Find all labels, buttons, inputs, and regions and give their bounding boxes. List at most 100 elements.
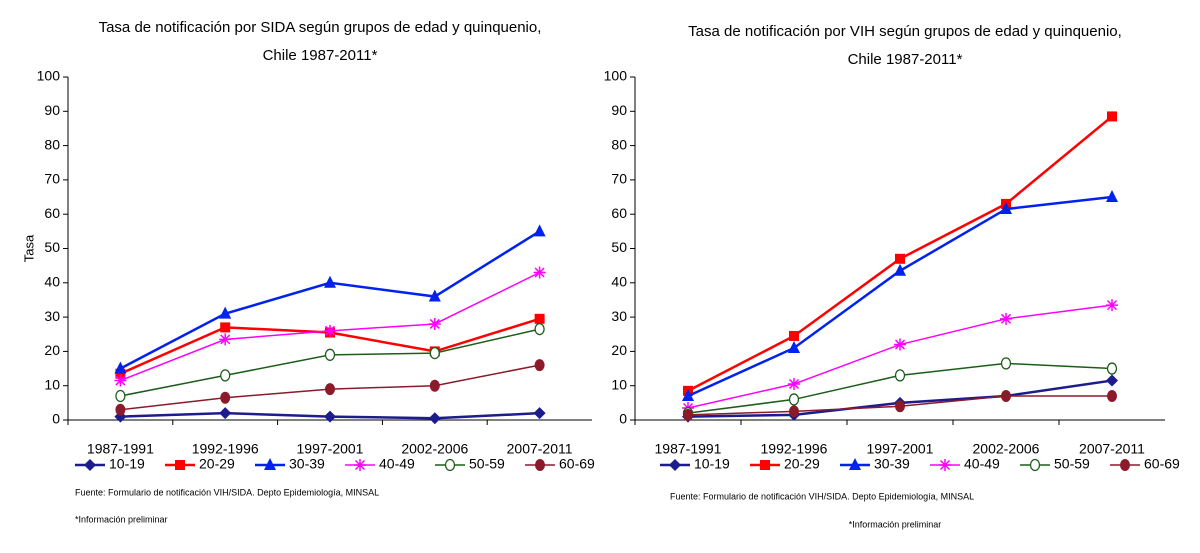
y-tick-label: 70 xyxy=(44,171,60,187)
y-tick-label: 10 xyxy=(611,376,627,392)
marker xyxy=(428,412,441,425)
marker xyxy=(1106,299,1118,312)
marker xyxy=(219,407,232,420)
marker xyxy=(533,407,546,420)
marker xyxy=(428,289,441,302)
marker xyxy=(849,458,861,470)
y-tick-label: 60 xyxy=(44,205,60,221)
legend-label: 50-59 xyxy=(1054,456,1090,472)
marker xyxy=(1107,389,1117,402)
marker xyxy=(894,369,906,382)
marker xyxy=(682,388,694,401)
chart-title: Chile 1987-2011* xyxy=(848,51,963,68)
line-chart: Tasa de notificación por VIH según grupo… xyxy=(604,23,1180,529)
marker xyxy=(429,346,440,360)
marker xyxy=(535,459,545,471)
marker xyxy=(220,322,231,333)
legend-label: 60-69 xyxy=(1144,456,1180,472)
y-tick-label: 80 xyxy=(44,136,60,152)
legend-label: 30-39 xyxy=(874,456,910,472)
marker xyxy=(760,460,770,470)
legend-label: 50-59 xyxy=(469,456,505,472)
marker xyxy=(114,374,127,387)
x-tick-label: 1987-1991 xyxy=(655,441,722,457)
marker xyxy=(264,458,276,470)
marker xyxy=(115,389,126,403)
x-tick-label: 2002-2006 xyxy=(973,441,1040,457)
x-tick-label: 1992-1996 xyxy=(192,441,259,457)
legend-label: 60-69 xyxy=(559,456,595,472)
series-line xyxy=(119,230,541,370)
y-tick-label: 20 xyxy=(611,342,627,358)
marker xyxy=(789,405,799,418)
x-tick-label: 2002-2006 xyxy=(401,441,468,457)
y-tick-label: 100 xyxy=(604,68,628,84)
marker xyxy=(789,330,799,341)
y-tick-label: 50 xyxy=(611,239,627,255)
marker xyxy=(1106,374,1118,387)
y-tick-label: 60 xyxy=(611,205,627,221)
y-tick-label: 0 xyxy=(619,411,627,427)
legend-label: 30-39 xyxy=(289,456,325,472)
y-tick-label: 40 xyxy=(611,274,627,290)
y-tick-label: 80 xyxy=(611,136,627,152)
marker xyxy=(533,266,546,279)
marker xyxy=(219,306,232,319)
y-tick-label: 90 xyxy=(611,102,627,118)
legend-label: 40-49 xyxy=(964,456,1000,472)
legend-label: 20-29 xyxy=(784,456,820,472)
marker xyxy=(788,393,800,406)
marker xyxy=(220,369,231,382)
y-tick-label: 10 xyxy=(44,376,60,392)
marker xyxy=(669,459,681,471)
legend-label: 40-49 xyxy=(379,456,415,472)
line-chart: Tasa de notificación por SIDA según grup… xyxy=(21,19,595,524)
legend-label: 10-19 xyxy=(109,456,145,472)
marker xyxy=(788,377,800,390)
marker xyxy=(534,313,545,324)
y-tick-label: 30 xyxy=(611,308,627,324)
marker xyxy=(788,340,800,353)
y-tick-label: 70 xyxy=(611,171,627,187)
marker xyxy=(683,408,693,421)
marker xyxy=(534,322,545,336)
marker xyxy=(1120,459,1130,471)
x-tick-label: 1997-2001 xyxy=(297,441,364,457)
marker xyxy=(1107,111,1117,122)
marker xyxy=(939,459,951,471)
marker xyxy=(895,253,905,264)
marker xyxy=(354,459,366,471)
marker xyxy=(324,410,336,423)
marker xyxy=(444,458,456,472)
marker xyxy=(895,400,905,413)
legend-label: 10-19 xyxy=(694,456,730,472)
marker xyxy=(1106,190,1118,203)
marker xyxy=(1000,357,1012,370)
marker xyxy=(429,379,440,392)
marker xyxy=(324,324,336,337)
y-tick-label: 20 xyxy=(44,342,60,358)
marker xyxy=(1000,202,1012,215)
y-tick-label: 100 xyxy=(37,68,61,84)
marker xyxy=(115,368,126,379)
marker xyxy=(1001,389,1011,402)
marker xyxy=(84,459,96,471)
marker xyxy=(114,361,127,374)
y-tick-label: 40 xyxy=(44,274,60,290)
marker xyxy=(1000,312,1012,325)
marker xyxy=(894,338,906,351)
footnote: Fuente: Formulario de notificación VIH/S… xyxy=(75,487,379,497)
chart-title: Chile 1987-2011* xyxy=(263,47,378,64)
marker xyxy=(324,275,336,288)
marker xyxy=(219,333,232,346)
footnote: Fuente: Formulario de notificación VIH/S… xyxy=(670,491,974,501)
y-tick-label: 30 xyxy=(44,308,60,324)
y-tick-label: 90 xyxy=(44,102,60,118)
marker xyxy=(324,348,336,361)
y-tick-label: 50 xyxy=(44,239,60,255)
x-tick-label: 2007-2011 xyxy=(1079,441,1145,457)
footnote: *Información preliminar xyxy=(849,519,942,529)
marker xyxy=(325,383,335,396)
marker xyxy=(533,224,546,237)
